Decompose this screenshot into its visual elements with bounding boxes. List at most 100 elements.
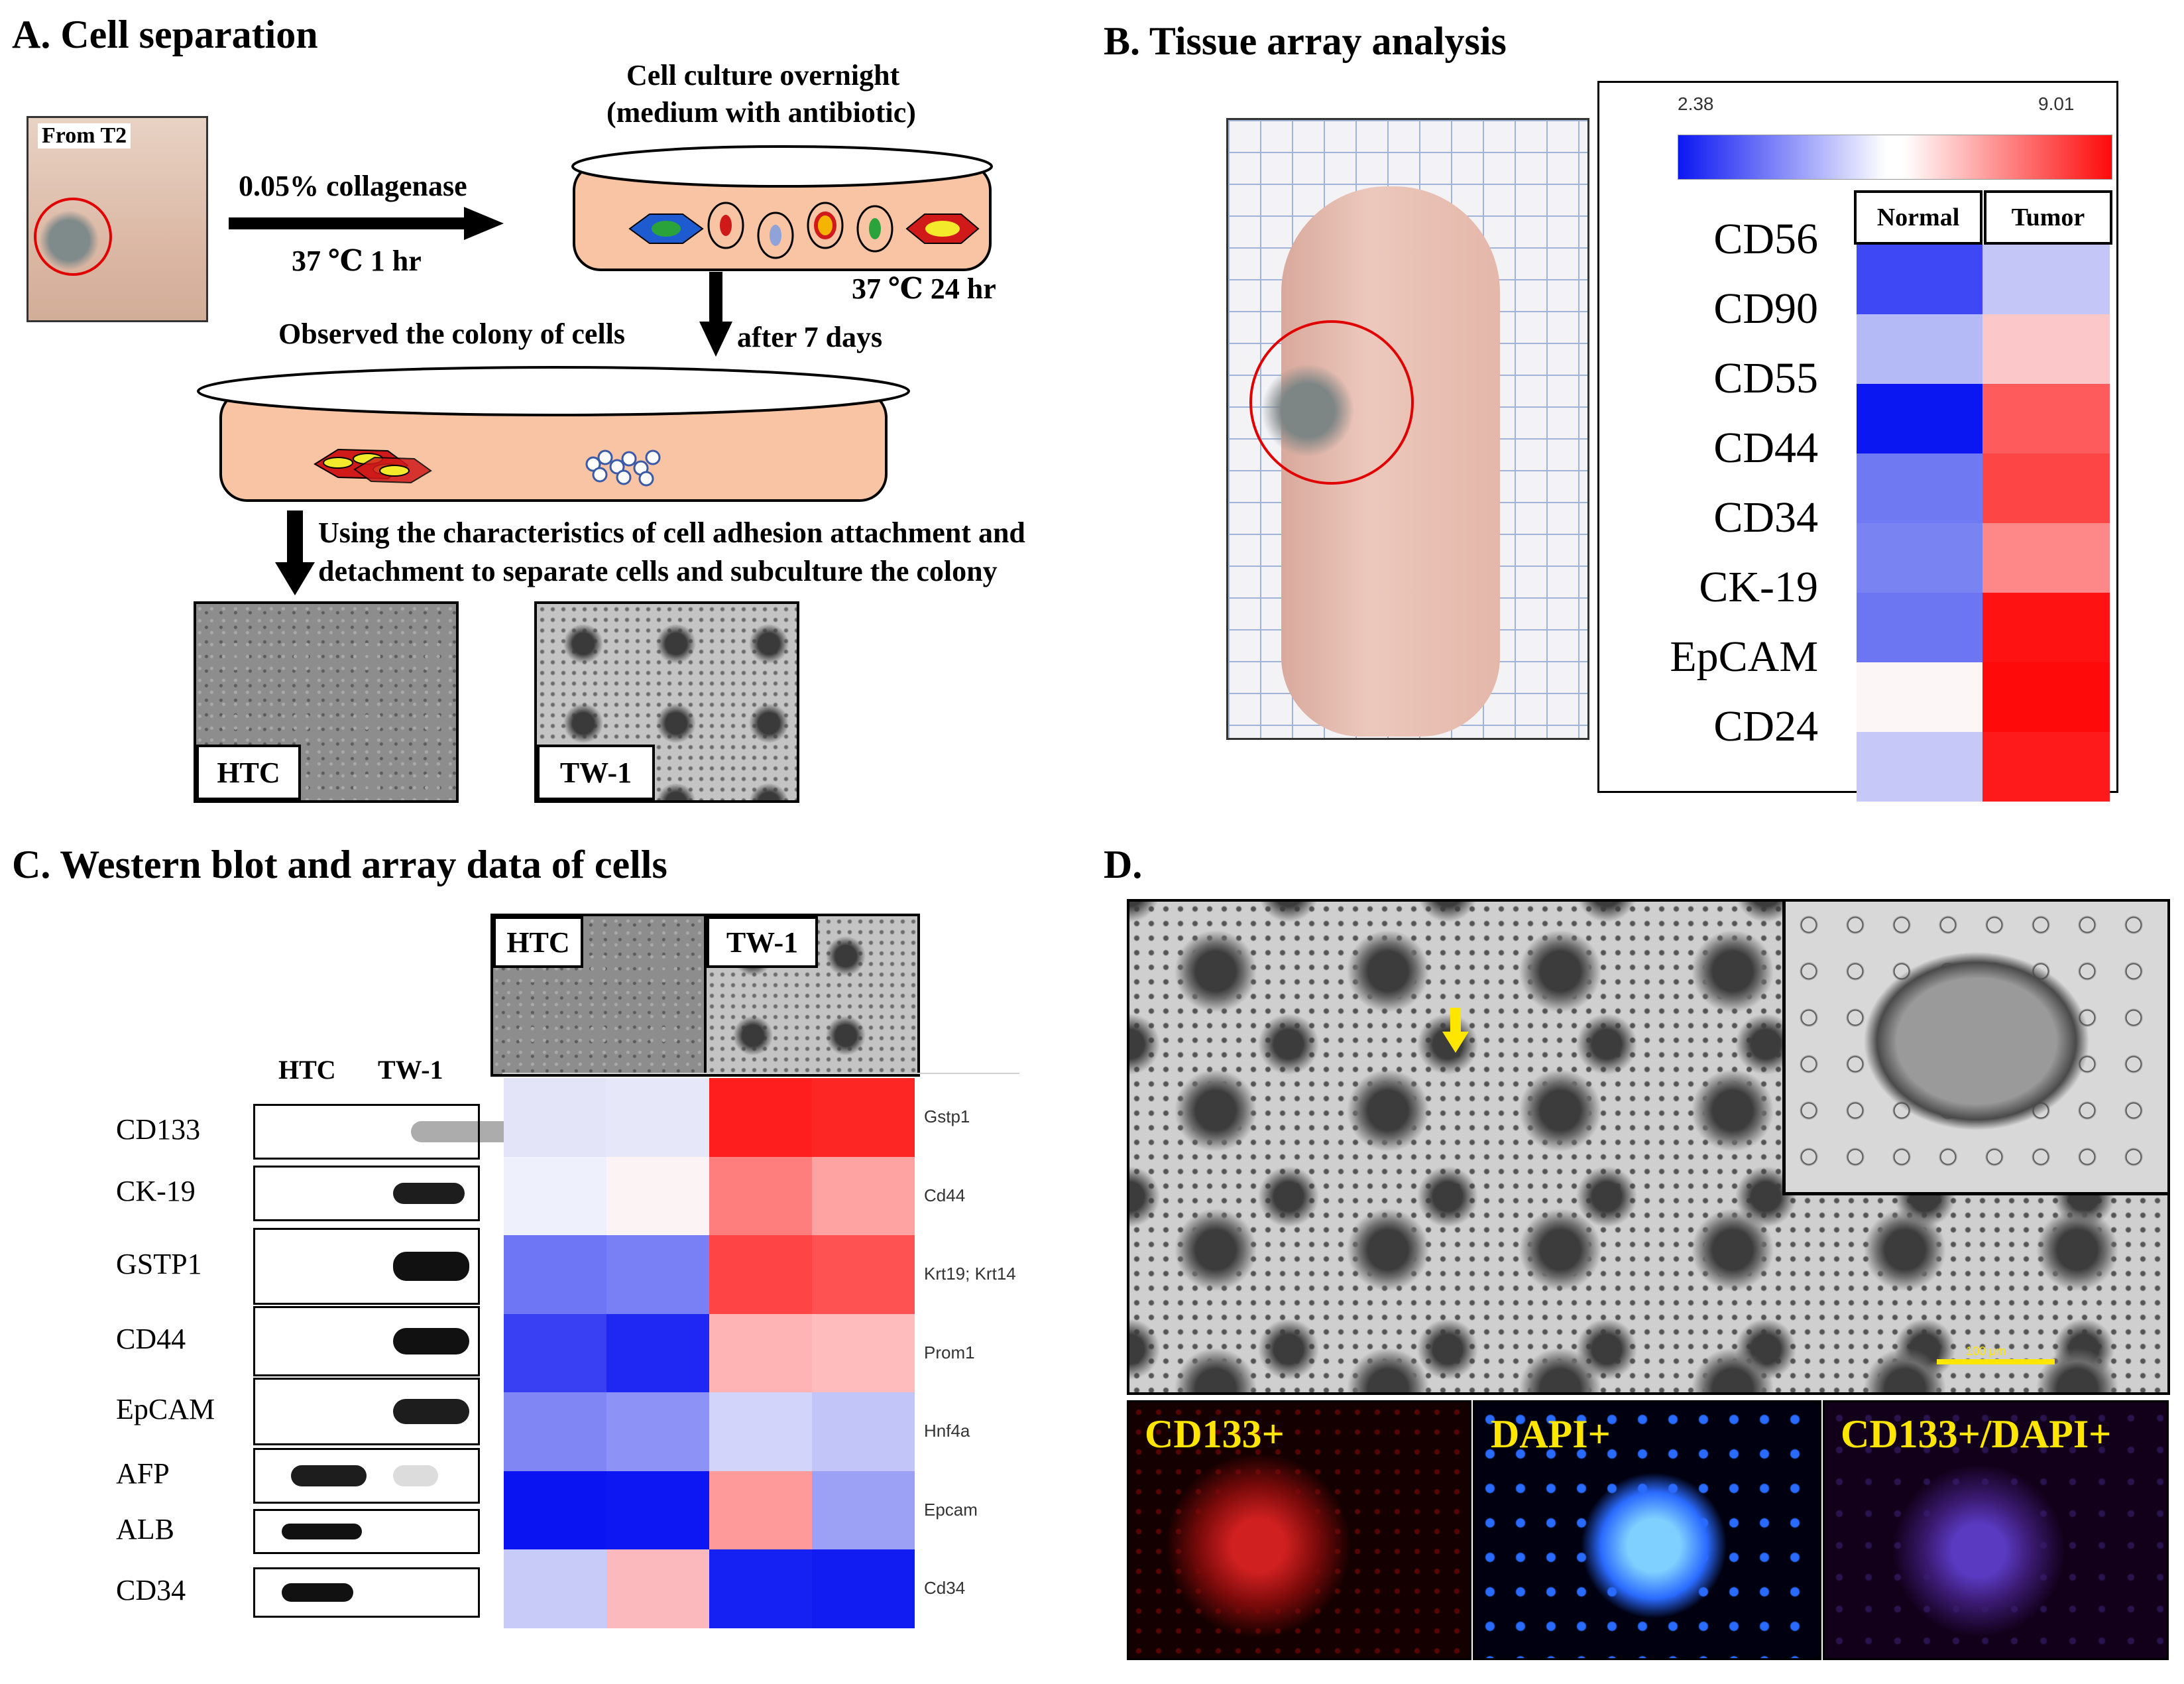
array-heat-cell	[504, 1313, 606, 1392]
lane-label-tw1: TW-1	[378, 1055, 443, 1085]
blot-label: CK-19	[116, 1175, 196, 1207]
blot-band	[282, 1523, 363, 1540]
merged-label: CD133+/DAPI+	[1841, 1412, 2112, 1456]
array-heat-cell	[606, 1156, 709, 1235]
blot-band	[393, 1183, 465, 1204]
culture-line1: Cell culture overnight	[626, 59, 900, 91]
heat-cell-normal	[1857, 593, 1983, 662]
array-heat-cell	[812, 1078, 915, 1157]
dapi-fluorescence-image: DAPI+	[1473, 1400, 1821, 1660]
panel-b-title: B. Tissue array analysis	[1104, 19, 1507, 63]
blot-band	[290, 1465, 367, 1486]
array-heat-cell	[709, 1471, 812, 1549]
blot-label: AFP	[116, 1457, 170, 1490]
cd133-label: CD133+	[1145, 1412, 1285, 1456]
array-heat-cell	[606, 1078, 709, 1157]
down-arrow-icon	[275, 511, 315, 595]
marker-label: CD24	[1713, 702, 1818, 751]
gene-label: Gstp1	[924, 1107, 970, 1127]
marker-label: CD55	[1713, 354, 1818, 402]
using-line1: Using the characteristics of cell adhesi…	[318, 516, 1025, 549]
gene-label: Cd34	[924, 1578, 966, 1598]
array-divider	[502, 1073, 1019, 1074]
array-heat-cell	[812, 1235, 915, 1314]
inset-image	[1782, 902, 2167, 1195]
heat-cell-tumor	[1983, 314, 2110, 384]
blot-strip	[253, 1378, 480, 1445]
heat-cell-normal	[1857, 245, 1983, 314]
heat-cell-normal	[1857, 453, 1983, 523]
tw1-array-label: TW-1	[707, 916, 818, 968]
blot-label: CD133	[116, 1113, 201, 1146]
gene-label: Epcam	[924, 1499, 978, 1520]
heat-cell-tumor	[1983, 732, 2110, 802]
heat-cell-tumor	[1983, 245, 2110, 314]
tw1-microscopy-image: TW-1	[534, 601, 799, 803]
blot-band	[393, 1465, 438, 1486]
blot-label: GSTP1	[116, 1248, 202, 1280]
col-header-tumor: Tumor	[1984, 190, 2112, 245]
marker-label: CD56	[1713, 215, 1818, 263]
down-arrow-icon	[699, 272, 732, 357]
blot-strip	[253, 1228, 480, 1305]
marker-label: CK-19	[1699, 563, 1818, 611]
htc-array-image: HTC	[490, 914, 707, 1077]
tissue-heatmap-box: 2.38 9.01 Normal Tumor CD56 CD90 CD55 CD44 C…	[1597, 81, 2118, 802]
scale-min: 2.38	[1678, 93, 1714, 114]
array-heat-cell	[504, 1156, 606, 1235]
panel-c-title: C. Western blot and array data of cells	[12, 843, 667, 886]
array-heat-cell	[812, 1549, 915, 1628]
blot-label: CD34	[116, 1574, 186, 1606]
scale-bar	[1937, 1359, 2055, 1364]
culture-temp: 37 ℃ 24 hr	[852, 272, 996, 305]
from-t2-label: From T2	[38, 123, 131, 149]
heat-cell-normal	[1857, 384, 1983, 453]
blot-strip	[253, 1448, 480, 1504]
marker-label: CD90	[1713, 284, 1818, 333]
after-7-days-text: after 7 days	[737, 321, 883, 353]
marker-label: EpCAM	[1670, 632, 1818, 681]
array-heat-cell	[709, 1392, 812, 1471]
array-heat-cell	[812, 1471, 915, 1549]
scale-max: 9.01	[2038, 93, 2075, 114]
htc-microscopy-image: HTC	[194, 601, 459, 803]
panel-d-title: D.	[1104, 843, 1143, 886]
array-heat-cell	[504, 1392, 606, 1471]
blot-label: ALB	[116, 1513, 174, 1545]
heat-cell-normal	[1857, 732, 1983, 802]
heat-cell-tumor	[1983, 453, 2110, 523]
array-heat-cell	[812, 1392, 915, 1471]
array-heat-cell	[504, 1078, 606, 1157]
blot-label: EpCAM	[116, 1393, 215, 1425]
heat-cell-tumor	[1983, 662, 2110, 732]
blot-band	[393, 1252, 469, 1281]
blot-band	[393, 1328, 469, 1354]
heat-cell-tumor	[1983, 523, 2110, 593]
lane-label-htc: HTC	[278, 1055, 336, 1085]
temp-1hr-text: 37 ℃ 1 hr	[292, 245, 422, 277]
tw1-label: TW-1	[537, 745, 655, 800]
marker-label: CD34	[1713, 493, 1818, 542]
tw1-array-image: TW-1	[704, 914, 920, 1077]
blot-label: CD44	[116, 1323, 186, 1355]
mouse-photo	[1226, 118, 1589, 740]
merged-fluorescence-image: CD133+/DAPI+	[1823, 1400, 2169, 1660]
culture-line2: (medium with antibiotic)	[606, 96, 916, 129]
scale-bar-label: 100 μm	[1966, 1345, 2006, 1358]
blot-strip	[253, 1104, 534, 1160]
tumor-circle	[1249, 320, 1414, 485]
col-header-normal: Normal	[1854, 190, 1983, 245]
color-scale-bar	[1678, 135, 2112, 180]
using-line2: detachment to separate cells and subcult…	[318, 555, 998, 587]
array-heat-cell	[709, 1313, 812, 1392]
heat-cell-normal	[1857, 314, 1983, 384]
array-heat-cell	[504, 1549, 606, 1628]
blot-band	[282, 1583, 353, 1602]
array-heat-cell	[606, 1392, 709, 1471]
blot-strip	[253, 1509, 480, 1554]
array-heat-cell	[504, 1471, 606, 1549]
array-heat-cell	[709, 1156, 812, 1235]
htc-label: HTC	[196, 745, 301, 800]
tumor-circle	[34, 198, 112, 276]
collagenase-text: 0.05% collagenase	[239, 170, 467, 202]
